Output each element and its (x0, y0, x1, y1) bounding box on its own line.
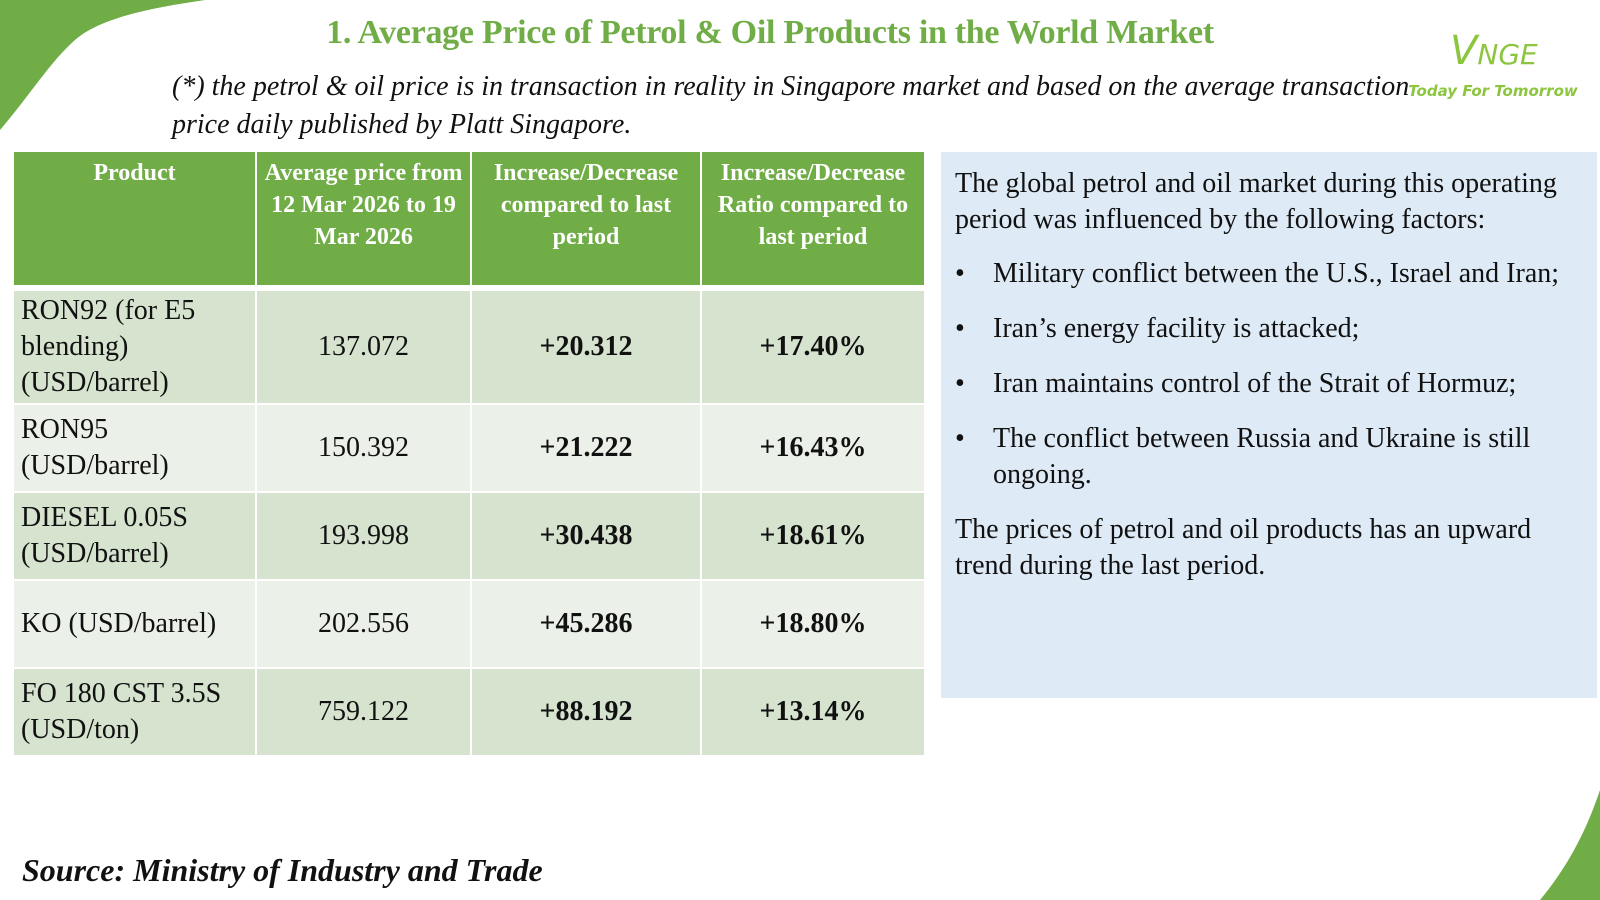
price-cell: 759.122 (256, 668, 472, 757)
list-item: • Iran’s energy facility is attacked; (955, 311, 1587, 347)
bullet-icon: • (955, 258, 965, 289)
price-cell: 150.392 (256, 404, 472, 493)
column-header-change: Increase/Decrease compared to last perio… (471, 152, 702, 291)
product-cell: RON92 (for E5 blending) (USD/barrel) (14, 288, 257, 405)
change-cell: +45.286 (471, 580, 702, 669)
decorative-swoosh-top-left (0, 0, 205, 130)
table-row: RON92 (for E5 blending) (USD/barrel) 137… (14, 288, 924, 405)
table-header-row: Product Average price from 12 Mar 2026 t… (14, 152, 924, 291)
price-cell: 193.998 (256, 492, 472, 581)
list-item: • Military conflict between the U.S., Isr… (955, 256, 1587, 292)
table-row: FO 180 CST 3.5S (USD/ton) 759.122 +88.19… (14, 668, 924, 757)
table-row: DIESEL 0.05S (USD/barrel) 193.998 +30.43… (14, 492, 924, 581)
change-cell: +88.192 (471, 668, 702, 757)
change-cell: +20.312 (471, 288, 702, 405)
column-header-average-price: Average price from 12 Mar 2026 to 19 Mar… (256, 152, 472, 291)
price-table: Product Average price from 12 Mar 2026 t… (14, 152, 924, 757)
source-note: Source: Ministry of Industry and Trade (22, 852, 543, 888)
bullet-icon: • (955, 423, 965, 454)
factors-list: • Military conflict between the U.S., Isr… (955, 256, 1587, 493)
logo-mark: VNGE (1450, 28, 1538, 74)
logo-tagline: Today For Tomorrow (1408, 82, 1578, 100)
bullet-icon: • (955, 368, 965, 399)
column-header-product: Product (14, 152, 257, 291)
ratio-cell: +17.40% (701, 288, 924, 405)
product-cell: FO 180 CST 3.5S (USD/ton) (14, 668, 257, 757)
list-item: • The conflict between Russia and Ukraine… (955, 423, 1531, 490)
ratio-cell: +18.61% (701, 492, 924, 581)
decorative-swoosh-bottom-right (1540, 790, 1600, 900)
product-cell: RON95 (USD/barrel) (14, 404, 257, 493)
price-cell: 202.556 (256, 580, 472, 669)
panel-intro: The global petrol and oil market during … (955, 168, 1557, 235)
bullet-icon: • (955, 313, 965, 344)
change-cell: +21.222 (471, 404, 702, 493)
ratio-cell: +16.43% (701, 404, 924, 493)
change-cell: +30.438 (471, 492, 702, 581)
ratio-cell: +18.80% (701, 580, 924, 669)
price-cell: 137.072 (256, 288, 472, 405)
panel-conclusion: The prices of petrol and oil products ha… (955, 514, 1532, 581)
list-item: • Iran maintains control of the Strait of… (955, 366, 1587, 402)
page-title: 1. Average Price of Petrol & Oil Product… (326, 14, 1214, 51)
product-cell: DIESEL 0.05S (USD/barrel) (14, 492, 257, 581)
product-cell: KO (USD/barrel) (14, 580, 257, 669)
ratio-cell: +13.14% (701, 668, 924, 757)
table-row: KO (USD/barrel) 202.556 +45.286 +18.80% (14, 580, 924, 669)
vnge-logo: VNGE Today For Tomorrow (1408, 18, 1578, 108)
subtitle-note: (*) the petrol & oil price is in transac… (172, 71, 1410, 140)
market-factors-panel: The global petrol and oil market during … (941, 152, 1597, 698)
table-row: RON95 (USD/barrel) 150.392 +21.222 +16.4… (14, 404, 924, 493)
column-header-change-ratio: Increase/Decrease Ratio compared to last… (701, 152, 924, 291)
